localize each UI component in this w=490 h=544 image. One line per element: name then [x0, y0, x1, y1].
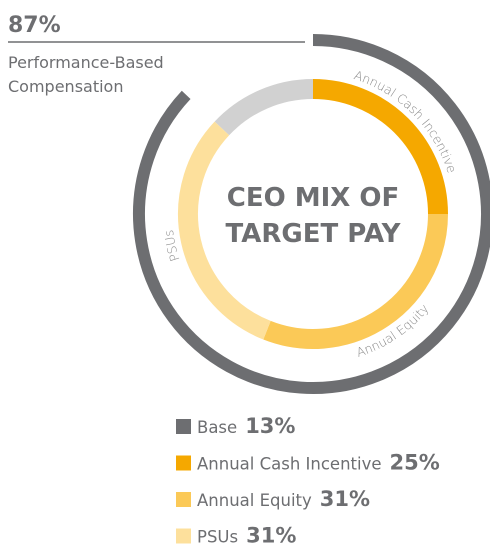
legend-name: PSUs: [197, 528, 238, 544]
performance-arc: [133, 34, 490, 394]
donut-segment: [214, 79, 314, 136]
donut-segment: [178, 121, 271, 340]
annotation-value: 87%: [8, 13, 61, 38]
segment-curved-label: PSUs: [161, 229, 183, 263]
legend-value: 31%: [246, 524, 296, 544]
donut-segment: [263, 213, 448, 349]
legend-entry: Base 13%: [197, 414, 295, 438]
legend-name: Base: [197, 418, 237, 437]
legend-value: 31%: [320, 487, 370, 511]
legend-value: 13%: [245, 414, 295, 438]
donut-segment: [312, 79, 448, 215]
legend-entry: Annual Cash Incentive 25%: [197, 451, 440, 475]
chart-title: TARGET PAY: [226, 219, 402, 249]
annotation-label: Compensation: [8, 77, 123, 96]
legend-swatch: [176, 492, 191, 507]
legend-swatch: [176, 419, 191, 434]
legend-swatch: [176, 528, 191, 544]
legend-swatch: [176, 455, 191, 471]
segment-curved-label-text: PSUs: [161, 229, 183, 263]
chart-title: CEO MIX OF: [227, 183, 400, 213]
legend-value: 25%: [390, 451, 440, 475]
legend-entry: Annual Equity 31%: [197, 487, 370, 511]
legend-name: Annual Equity: [197, 491, 312, 510]
annotation-label: Performance-Based: [8, 53, 164, 72]
legend-entry: PSUs 31%: [197, 524, 296, 544]
legend-name: Annual Cash Incentive: [197, 455, 382, 474]
